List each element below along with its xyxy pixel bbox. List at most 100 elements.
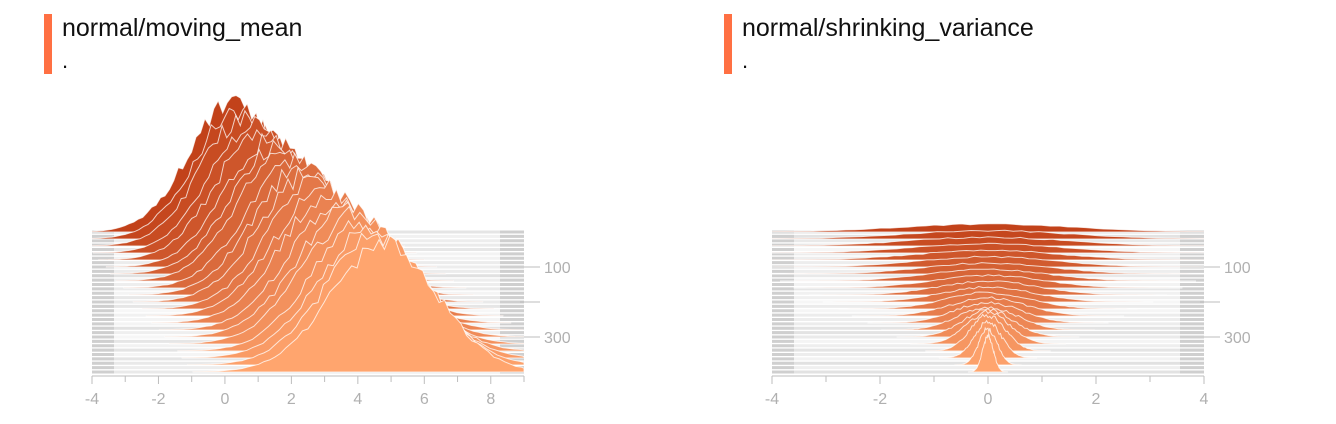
grid-stripe-edge (772, 239, 794, 243)
histogram-ridge (192, 234, 525, 373)
grid-stripe-edge (1180, 344, 1204, 348)
grid-stripe-edge (500, 274, 524, 278)
grid-stripe-edge (500, 304, 524, 308)
histogram-ridge (772, 262, 1204, 275)
grid-stripe-edge (500, 283, 524, 286)
grid-stripe-edge (92, 313, 114, 317)
grid-stripe-edge (1180, 322, 1204, 326)
grid-stripe-edge (92, 296, 114, 300)
grid-stripe-edge (500, 256, 524, 260)
grid-stripe-edge (1180, 243, 1204, 247)
grid-stripe-edge (92, 361, 114, 365)
grid-stripe-edge (1180, 274, 1204, 278)
grid-stripe-edge (500, 300, 524, 304)
grid-stripe-edge (500, 243, 524, 247)
grid-stripe-edge (772, 252, 794, 256)
grid-stripe-edge (772, 348, 794, 352)
grid-stripe-edge (1180, 370, 1204, 374)
grid-stripe-edge (772, 322, 794, 326)
title-accent-bar (44, 14, 52, 74)
grid-stripe-edge (772, 313, 794, 317)
chart-card-shrinking-variance: normal/shrinking_variance . -4 -2 0 2 4 100 30… (680, 0, 1336, 424)
x-tick-label: 6 (420, 391, 429, 408)
histogram-ridge (771, 223, 1205, 233)
grid-stripe-edge (1180, 239, 1204, 243)
chart-card-moving-mean: normal/moving_mean . -4 -2 0 2 4 6 8 100 300 (0, 0, 660, 424)
grid-stripe-edge (1180, 296, 1204, 300)
x-tick-label: 0 (984, 391, 993, 408)
grid-stripe-edge (772, 248, 794, 251)
grid-stripe-edge (1180, 278, 1204, 282)
grid-stripe-edge (500, 318, 524, 321)
grid-stripe-edge (500, 239, 524, 243)
grid-stripe-edge (1180, 357, 1204, 361)
histogram-ridge (771, 229, 1205, 240)
grid-stripe-edge (772, 261, 794, 265)
y-tick-label: 300 (1224, 330, 1251, 347)
grid-stripe-edge (772, 309, 794, 313)
histogram-plot-shrinking-variance: -4 -2 0 2 4 100 300 (765, 223, 1251, 408)
histogram-ridges (91, 94, 525, 373)
grid-stripe-edge (772, 331, 794, 335)
x-tick-label: 4 (1200, 391, 1209, 408)
grid-stripe-edge (772, 370, 794, 374)
grid-stripe-edge (1180, 309, 1204, 313)
grid-stripe-edge (1180, 304, 1204, 308)
grid-stripe-edge (772, 296, 794, 300)
histogram-ridge (967, 331, 1009, 373)
grid-stripe-edge (92, 322, 114, 326)
grid-stripe-edge (500, 344, 524, 348)
grid-stripe-edge (772, 304, 794, 308)
grid-stripe-edge (500, 331, 524, 335)
grid-stripe-edge (500, 269, 524, 273)
grid-stripe-edge (500, 261, 524, 265)
grid-stripe-edge (772, 357, 794, 361)
grid-stripe-edge (1180, 291, 1204, 295)
grid-stripe-edge (92, 291, 114, 295)
grid-stripe-edge (500, 230, 524, 234)
x-tick-label: 4 (353, 391, 362, 408)
grid-stripe-edge (1180, 287, 1204, 291)
grid-stripe-edge (1180, 261, 1204, 265)
grid-stripe-edge (772, 300, 794, 304)
grid-stripe-edge (92, 353, 114, 356)
grid-stripe-edge (92, 318, 114, 321)
x-tick-label: -2 (151, 391, 165, 408)
grid-stripe-edge (1180, 252, 1204, 256)
grid-stripe-edge (92, 357, 114, 361)
grid-stripe-edge (772, 269, 794, 273)
grid-stripe-edge (92, 287, 114, 291)
grid-stripe-edge (772, 344, 794, 348)
grid-stripe-edge (500, 287, 524, 291)
grid-stripe-edge (92, 248, 114, 251)
histogram-ridge (771, 242, 1205, 254)
x-tick-label: 2 (287, 391, 296, 408)
x-tick-label: 0 (220, 391, 229, 408)
grid-stripe-edge (772, 353, 794, 356)
grid-stripe-edge (92, 239, 114, 243)
grid-stripe-edge (500, 309, 524, 313)
grid-stripe-edge (500, 234, 524, 238)
grid-stripe-edge (1180, 335, 1204, 339)
grid-stripe-edge (1180, 366, 1204, 370)
grid-stripe-edge (500, 291, 524, 295)
grid-stripe-edge (92, 326, 114, 330)
grid-stripe-edge (500, 278, 524, 282)
grid-stripe-edge (500, 248, 524, 251)
grid-stripe-edge (500, 322, 524, 326)
grid-stripe-edge (1180, 339, 1204, 343)
chart-title: normal/shrinking_variance (742, 14, 1034, 42)
grid-stripe-edge (1180, 318, 1204, 321)
grid-stripe-edge (92, 234, 114, 238)
grid-stripe-edge (92, 348, 114, 352)
grid-stripe-edge (772, 291, 794, 295)
histogram-plot-moving-mean: -4 -2 0 2 4 6 8 100 300 (85, 94, 571, 408)
x-tick-label: 8 (486, 391, 495, 408)
grid-stripe-edge (92, 283, 114, 286)
grid-stripe-edge (92, 265, 114, 269)
grid-stripe-edge (92, 252, 114, 256)
grid-stripe-edge (92, 256, 114, 260)
grid-stripe-edge (92, 331, 114, 335)
grid-stripe-edge (772, 318, 794, 321)
histogram-ridge (771, 236, 1205, 247)
